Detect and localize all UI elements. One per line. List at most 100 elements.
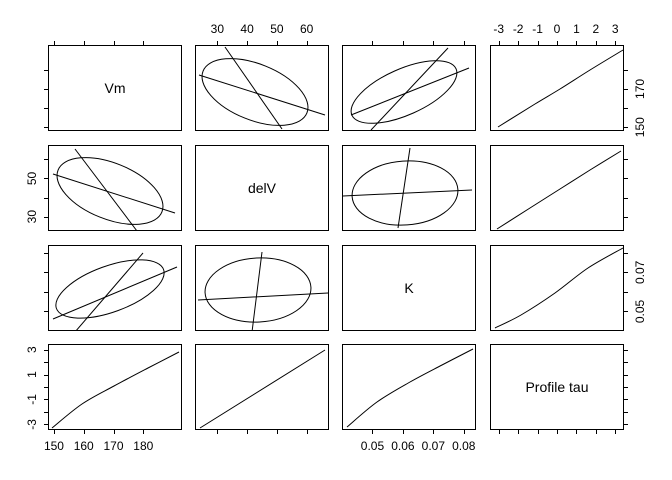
panel-r1c1: delV: [195, 145, 329, 231]
panel-border: [48, 344, 182, 430]
panel-r1c3: [490, 145, 628, 231]
tick-label-tau--3: -3: [25, 419, 39, 430]
profile-trace-line-0: [75, 252, 144, 331]
panel-r1c2: [342, 145, 476, 231]
tick-label-K-0.07: 0.07: [422, 439, 446, 453]
panel-r0c0: Vm: [44, 41, 182, 131]
panel-border: [342, 45, 476, 131]
panel-r2c1: [195, 245, 329, 331]
diag-label-delV: delV: [248, 180, 277, 196]
panel-r2c3: [490, 245, 628, 331]
profile-trace-line-1: [342, 189, 473, 197]
profile-trace-line-1: [350, 67, 470, 116]
tick-label-delV-50: 50: [25, 171, 39, 185]
tick-label-tau-3: 3: [612, 22, 619, 36]
profile-t-curve: [494, 247, 624, 329]
profile-trace-line-1: [197, 292, 329, 301]
tick-label-Vm-150: 150: [633, 117, 647, 137]
tick-label-Vm-170: 170: [633, 79, 647, 99]
profile-curve-panel: [494, 247, 624, 329]
diag-label-K: K: [404, 280, 414, 296]
confidence-ellipse-panel: [350, 47, 470, 131]
tick-label-K-0.05: 0.05: [633, 299, 647, 323]
panel-border: [48, 45, 182, 131]
tick-label-tau-3: 3: [25, 346, 39, 353]
panel-border: [195, 245, 329, 331]
tick-label-tau-1: 1: [573, 22, 580, 36]
profile-curve-panel: [346, 348, 474, 428]
panel-border: [490, 344, 624, 430]
confidence-ellipse-panel: [342, 147, 473, 229]
diag-label-Vm: Vm: [105, 80, 126, 96]
tick-label-delV-40: 40: [240, 22, 254, 36]
panel-r3c0: [44, 344, 182, 434]
tick-label-tau--1: -1: [25, 394, 39, 405]
confidence-ellipse: [350, 60, 458, 124]
tick-label-K-0.08: 0.08: [452, 439, 476, 453]
profile-t-curve: [346, 348, 474, 428]
confidence-ellipse-panel: [52, 252, 178, 331]
tick-label-delV-50: 50: [270, 22, 284, 36]
tick-label-K-0.07: 0.07: [633, 260, 647, 284]
profile-curve-panel: [496, 150, 622, 230]
tick-label-K-0.05: 0.05: [361, 439, 385, 453]
axis-ticks: [499, 350, 628, 434]
panel-r0c3: [490, 41, 628, 131]
confidence-ellipse: [204, 257, 312, 323]
panel-border: [490, 45, 624, 131]
panel-r3c2: [342, 344, 476, 434]
profile-trace-line-0: [74, 148, 138, 231]
confidence-ellipse-panel: [197, 251, 329, 331]
panel-border: [195, 145, 329, 231]
confidence-ellipse: [55, 259, 165, 319]
profile-trace-line-1: [52, 173, 176, 214]
tick-label-Vm-170: 170: [103, 439, 123, 453]
profile-t-curve: [497, 49, 624, 128]
tick-label-Vm-160: 160: [74, 439, 94, 453]
profile-curve-panel: [199, 349, 326, 429]
panel-border: [342, 245, 476, 331]
axis-ticks: [372, 41, 465, 45]
confidence-ellipse: [201, 58, 309, 126]
panel-r3c3: Profile tau: [490, 344, 628, 434]
tick-label-delV-30: 30: [211, 22, 225, 36]
tick-label-Vm-180: 180: [133, 439, 153, 453]
axis-ticks: [44, 159, 48, 218]
panel-r2c0: [44, 245, 182, 331]
axis-ticks: [44, 253, 48, 312]
panel-border: [195, 344, 329, 430]
axis-ticks: [372, 430, 465, 434]
panel-border: [195, 45, 329, 131]
panel-r1c0: [44, 145, 182, 231]
axis-ticks: [499, 41, 628, 128]
panel-r0c2: [342, 41, 476, 131]
confidence-ellipse: [56, 157, 164, 225]
tick-label-tau-1: 1: [25, 371, 39, 378]
panel-border: [48, 145, 182, 231]
tick-label-delV-30: 30: [25, 210, 39, 224]
panel-border: [490, 245, 624, 331]
confidence-ellipse: [351, 160, 459, 226]
profile-t-curve: [51, 351, 180, 429]
axis-ticks: [624, 159, 628, 218]
confidence-ellipse-panel: [198, 46, 326, 130]
axis-ticks: [44, 350, 144, 434]
axis-ticks: [624, 253, 628, 312]
axis-ticks: [217, 41, 308, 45]
profile-t-curve: [496, 150, 622, 230]
tick-label-delV-60: 60: [300, 22, 314, 36]
panel-r3c1: [195, 344, 329, 434]
profile-trace-line-1: [52, 266, 178, 320]
profile-curve-panel: [497, 49, 624, 128]
panel-border: [342, 344, 476, 430]
tick-label-tau-0: 0: [554, 22, 561, 36]
confidence-ellipse-panel: [52, 148, 176, 231]
tick-label-Vm-150: 150: [44, 439, 64, 453]
panel-border: [48, 245, 182, 331]
tick-label-tau--1: -1: [532, 22, 543, 36]
panel-border: [490, 145, 624, 231]
profile-trace-line-0: [224, 46, 283, 130]
